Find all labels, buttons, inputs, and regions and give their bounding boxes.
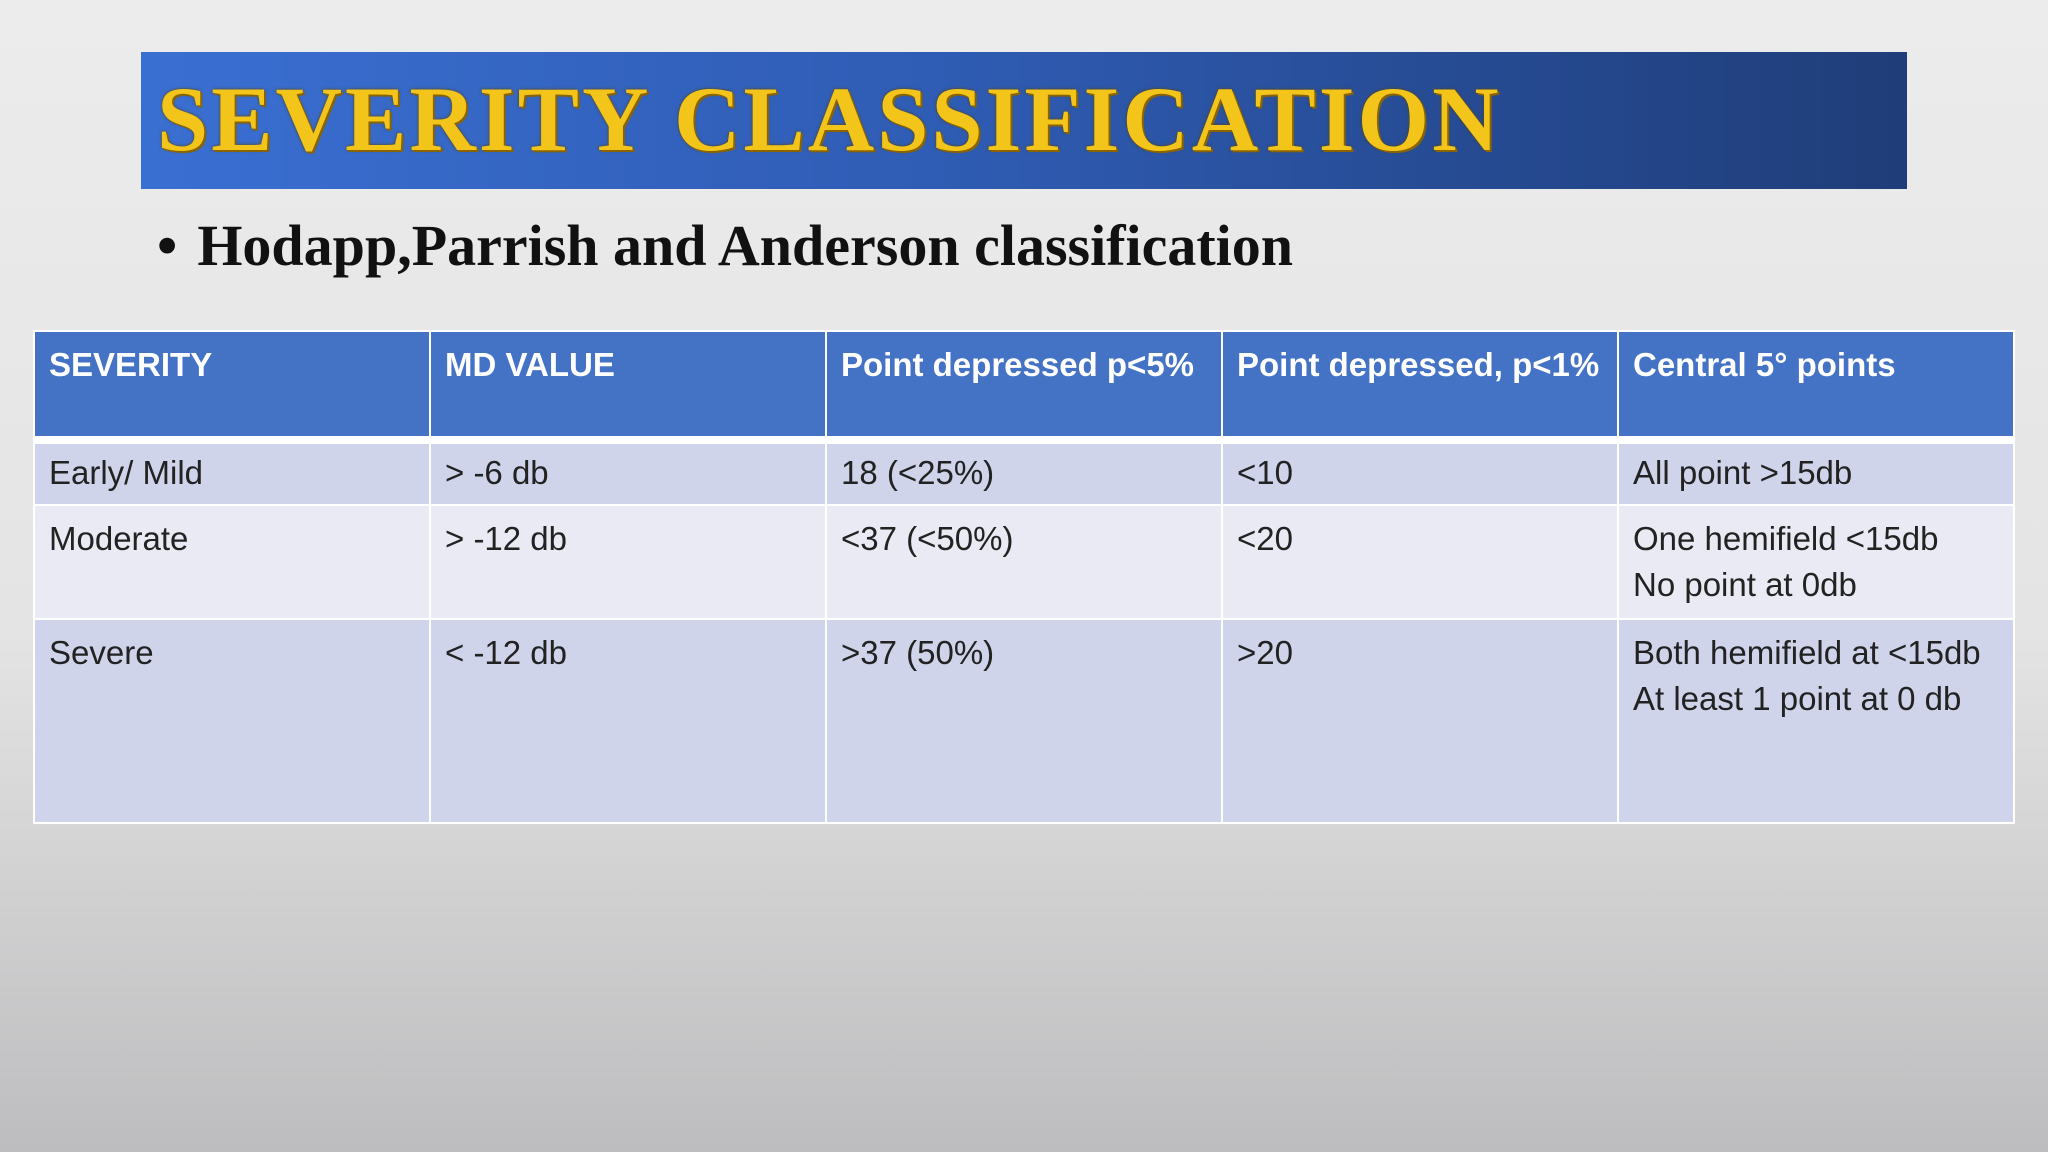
table-row: Severe < -12 db >37 (50%) >20 Both hemifield…: [33, 618, 2015, 824]
title-banner: SEVERITY CLASSIFICATION: [141, 52, 1907, 189]
bullet-item: • Hodapp,Parrish and Anderson classificat…: [157, 212, 1293, 279]
severity-table: SEVERITY MD VALUE Point depressed p<5% Poin…: [33, 330, 2015, 824]
bullet-text: Hodapp,Parrish and Anderson classificati…: [197, 213, 1294, 278]
column-header: Point depressed, p<1%: [1221, 330, 1619, 444]
table-cell: One hemifield <15db No point at 0db: [1617, 504, 2015, 620]
table-cell: <20: [1221, 504, 1619, 620]
cell-line: One hemifield <15db: [1633, 520, 1939, 557]
table-cell: All point >15db: [1617, 439, 2015, 506]
table-cell: Moderate: [33, 504, 431, 620]
bullet-mark: •: [157, 213, 178, 278]
column-header: Point depressed p<5%: [825, 330, 1223, 444]
table-cell: >20: [1221, 618, 1619, 824]
table-cell: 18 (<25%): [825, 439, 1223, 506]
table-header: SEVERITY MD VALUE Point depressed p<5% Poin…: [33, 330, 2015, 444]
slide-title: SEVERITY CLASSIFICATION: [157, 68, 1502, 170]
header-row: SEVERITY MD VALUE Point depressed p<5% Poin…: [33, 330, 2015, 444]
column-header: SEVERITY: [33, 330, 431, 444]
table-cell: >37 (50%): [825, 618, 1223, 824]
table-row: Early/ Mild > -6 db 18 (<25%) <10 All point …: [33, 439, 2015, 506]
column-header: Central 5° points: [1617, 330, 2015, 444]
table-cell: Both hemifield at <15db At least 1 point …: [1617, 618, 2015, 824]
cell-line: At least 1 point at 0 db: [1633, 680, 1962, 717]
table-cell: > -12 db: [429, 504, 827, 620]
table-cell: Early/ Mild: [33, 439, 431, 506]
table-cell: <37 (<50%): [825, 504, 1223, 620]
cell-line: All point >15db: [1633, 454, 1853, 491]
column-header: MD VALUE: [429, 330, 827, 444]
table-body: Early/ Mild > -6 db 18 (<25%) <10 All point …: [33, 439, 2015, 824]
table-cell: < -12 db: [429, 618, 827, 824]
table-cell: <10: [1221, 439, 1619, 506]
table-cell: > -6 db: [429, 439, 827, 506]
cell-line: No point at 0db: [1633, 566, 1857, 603]
table-row: Moderate > -12 db <37 (<50%) <20 One hemifie…: [33, 504, 2015, 620]
cell-line: Both hemifield at <15db: [1633, 634, 1981, 671]
table-cell: Severe: [33, 618, 431, 824]
